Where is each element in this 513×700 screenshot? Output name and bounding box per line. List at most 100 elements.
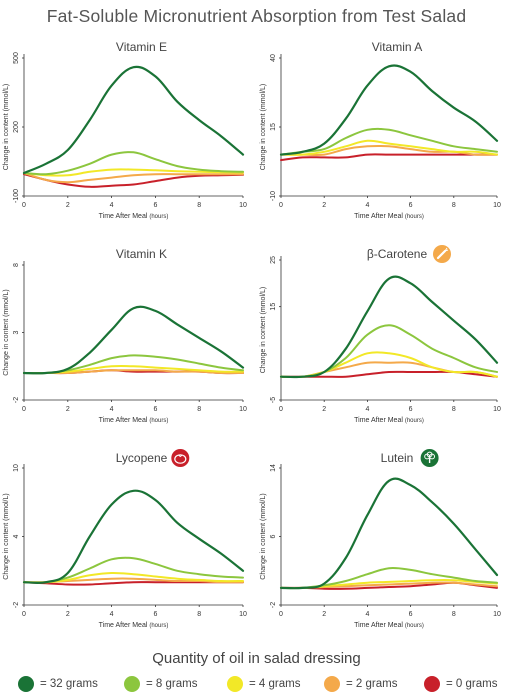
series-line: [280, 127, 498, 156]
x-tick-label: 0: [279, 202, 283, 209]
y-tick-label: -100: [13, 189, 20, 203]
series-line: [22, 489, 245, 585]
legend-swatch: [227, 676, 243, 692]
x-tick-label: 4: [110, 406, 114, 413]
x-tick-label: 0: [279, 406, 283, 413]
x-axis-unit: (hours): [405, 214, 424, 220]
chart-title: Vitamin K: [116, 247, 167, 261]
chart-panel: Vitamin A -10 15 40 0 2 4 6 8 10 Time After Meal (…: [260, 40, 501, 220]
legend-swatch: [124, 676, 140, 692]
x-axis-unit: (hours): [149, 418, 168, 424]
x-axis-unit: (hours): [405, 623, 424, 629]
y-tick-label: 10: [13, 464, 20, 472]
x-tick-label: 0: [279, 611, 283, 618]
y-axis-label: Change in content (mmol/L): [3, 493, 10, 579]
x-tick-label: 6: [153, 406, 157, 413]
x-axis-label: Time After Meal (hours): [99, 622, 169, 629]
y-tick-label: 4: [13, 534, 20, 538]
x-axis-unit: (hours): [149, 214, 168, 220]
x-tick-label: 8: [452, 406, 456, 413]
series-line: [23, 168, 244, 177]
series-line: [279, 275, 499, 379]
chart-panel: Vitamin E -100 200 500 0 2 4 6 8 10 Time After Mea…: [3, 40, 247, 220]
y-tick-label: 15: [270, 123, 277, 131]
x-tick-label: 0: [22, 611, 26, 618]
legend-item: = 2 grams: [324, 676, 397, 692]
y-tick-label: 15: [270, 303, 277, 311]
x-tick-label: 8: [197, 611, 201, 618]
tomato-body: [174, 454, 187, 464]
legend-label: = 2 grams: [346, 678, 398, 690]
legend-label: = 8 grams: [146, 678, 198, 690]
y-axis-label: Change in content (mmol/L): [260, 493, 267, 579]
x-tick-label: 6: [153, 202, 157, 209]
x-tick-label: 0: [22, 406, 26, 413]
x-axis-unit: (hours): [405, 418, 424, 424]
legend-item: = 8 grams: [124, 676, 197, 692]
legend-label: = 32 grams: [40, 678, 98, 690]
legend-swatch: [18, 676, 34, 692]
y-tick-label: -5: [270, 397, 277, 403]
series-line: [23, 172, 244, 184]
tomato-stem: [178, 454, 183, 458]
figure-title: Fat-Soluble Micronutrient Absorption fro…: [46, 6, 467, 26]
x-tick-label: 2: [66, 406, 70, 413]
series-line: [23, 556, 244, 584]
y-axis-label: Change in content (mmol/L): [3, 289, 10, 375]
x-tick-label: 8: [452, 611, 456, 618]
x-tick-label: 4: [110, 202, 114, 209]
x-tick-label: 0: [22, 202, 26, 209]
y-tick-label: 25: [270, 256, 277, 264]
carrot-leaves: [444, 247, 449, 252]
legend-swatch: [424, 676, 440, 692]
series-line: [280, 324, 498, 379]
y-tick-label: -2: [13, 602, 20, 608]
x-tick-label: 6: [409, 202, 413, 209]
series-line: [23, 173, 244, 188]
y-tick-label: 14: [270, 464, 277, 472]
carrot-body: [436, 249, 447, 260]
y-tick-label: -2: [270, 602, 277, 608]
chart-title: Lutein: [381, 451, 414, 465]
y-tick-label: 8: [13, 263, 20, 267]
legend-swatch: [324, 676, 340, 692]
x-axis-label: Time After Meal (hours): [99, 417, 169, 424]
x-tick-label: 8: [452, 202, 456, 209]
y-tick-label: 200: [13, 121, 20, 133]
series-line: [279, 477, 499, 590]
x-tick-label: 8: [197, 406, 201, 413]
legend-item: = 4 grams: [227, 676, 300, 692]
chart-title: β-Carotene: [367, 247, 428, 261]
x-tick-label: 2: [322, 611, 326, 618]
broccoli-floret: [426, 451, 433, 458]
series-line: [279, 64, 499, 156]
y-tick-label: -10: [270, 191, 277, 201]
y-axis-label: Change in content (mmol/L): [3, 84, 10, 170]
legend: = 32 grams = 8 grams = 4 grams = 2 grams = 0…: [0, 676, 513, 696]
chart-title: Lycopene: [116, 451, 168, 465]
legend-title: Quantity of oil in salad dressing: [152, 650, 361, 667]
x-tick-label: 10: [493, 202, 501, 209]
x-tick-label: 4: [365, 406, 369, 413]
x-tick-label: 2: [66, 202, 70, 209]
x-axis-unit: (hours): [149, 623, 168, 629]
x-tick-label: 10: [239, 611, 247, 618]
x-tick-label: 2: [322, 406, 326, 413]
legend-label: = 0 grams: [446, 678, 498, 690]
y-tick-label: 3: [13, 330, 20, 334]
x-tick-label: 6: [409, 611, 413, 618]
series-line: [280, 139, 498, 156]
x-tick-label: 10: [239, 202, 247, 209]
x-tick-label: 2: [322, 202, 326, 209]
x-axis-label: Time After Meal (hours): [354, 417, 424, 424]
y-tick-label: 6: [270, 534, 277, 538]
chart-panel: Lycopene -2 4 10 0 2 4 6 8 10 Time After Meal (hou…: [3, 449, 247, 629]
chart-title: Vitamin A: [372, 40, 422, 54]
x-tick-label: 10: [493, 611, 501, 618]
chart-panel: β-Carotene -5 15 25 0 2 4 6 8 10 Time After Meal (…: [260, 245, 501, 424]
x-tick-label: 8: [197, 202, 201, 209]
series-line: [23, 151, 244, 176]
x-tick-label: 10: [239, 406, 247, 413]
series-line: [23, 571, 244, 584]
